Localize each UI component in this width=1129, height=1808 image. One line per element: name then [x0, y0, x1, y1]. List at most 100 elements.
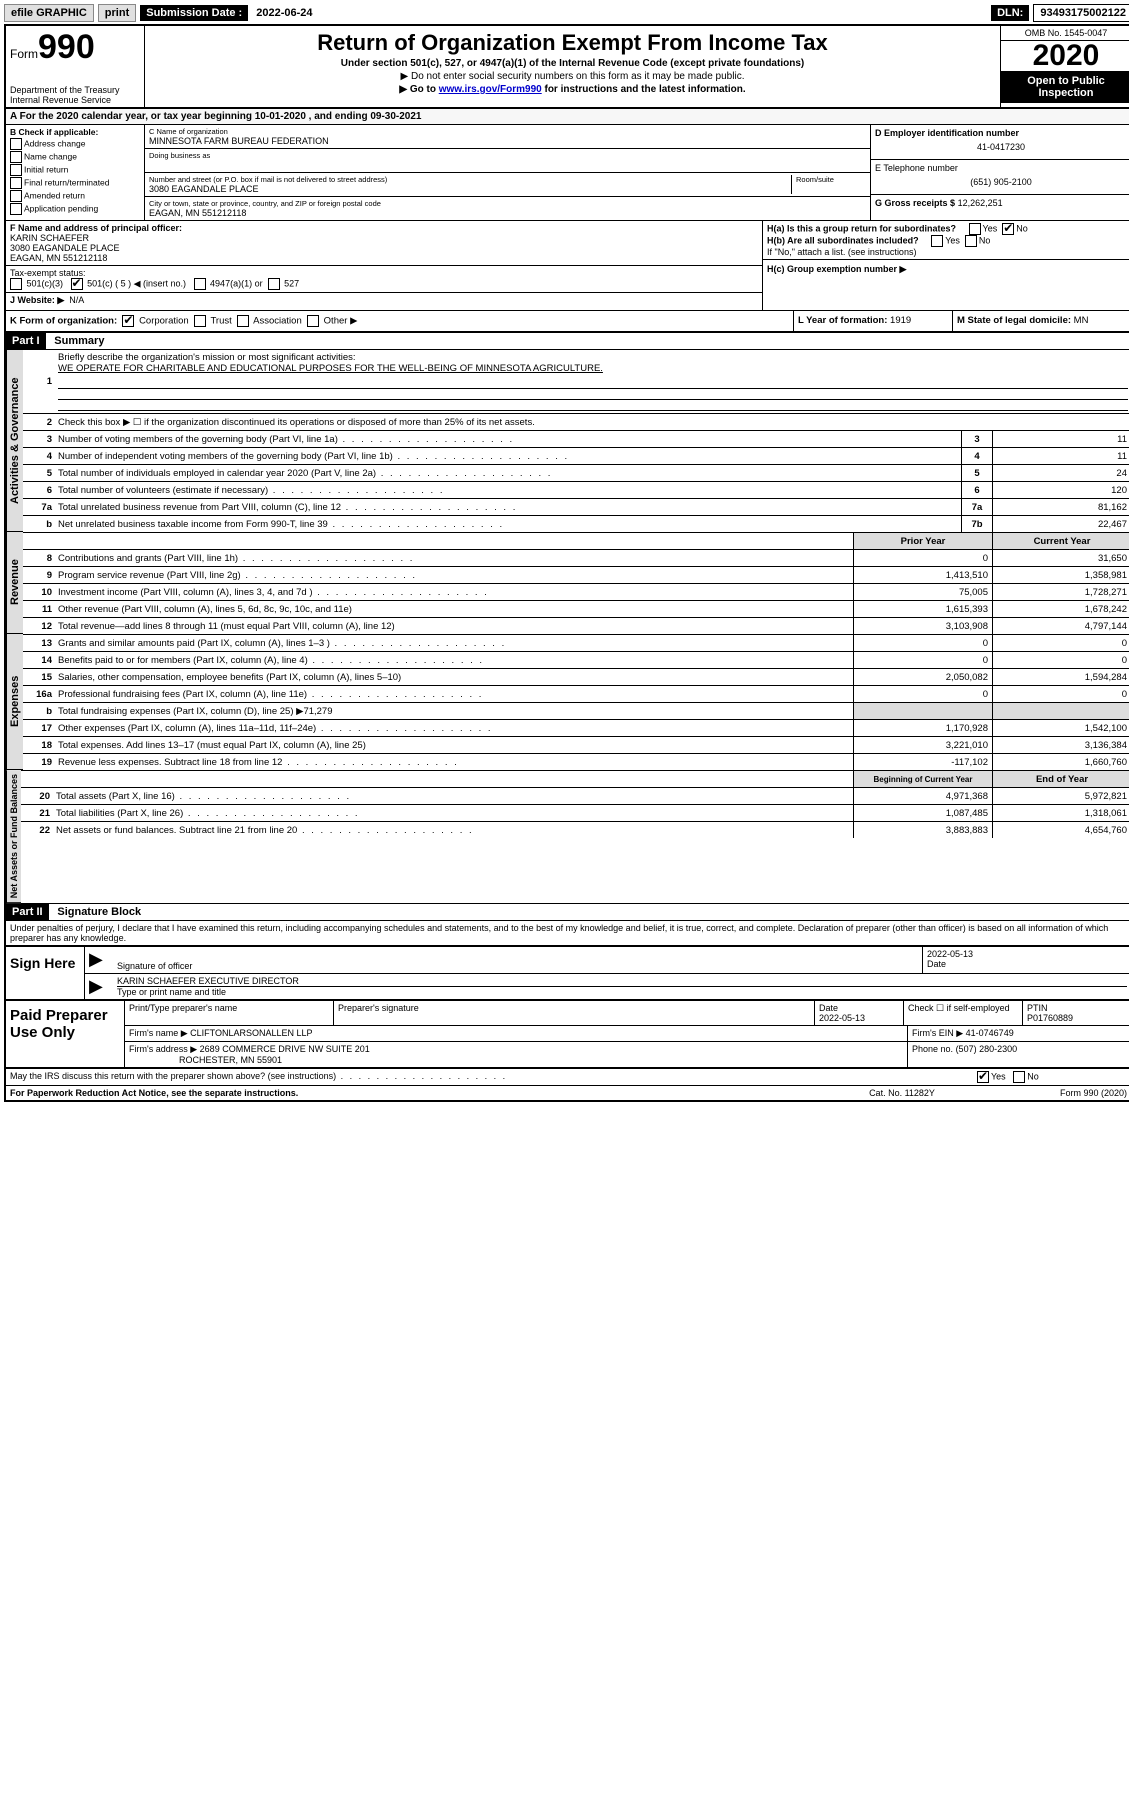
chk-final-return[interactable]: Final return/terminated	[10, 177, 140, 189]
line-4-val: 11	[992, 448, 1129, 464]
chk-ha-no[interactable]	[1002, 223, 1014, 235]
chk-discuss-no[interactable]	[1013, 1071, 1025, 1083]
chk-hb-no[interactable]	[965, 235, 977, 247]
lbl-no2: No	[979, 235, 991, 245]
line-16a-desc: Professional fundraising fees (Part IX, …	[55, 687, 853, 702]
lbl-527: 527	[284, 278, 299, 288]
line-19-prior: -117,102	[853, 754, 992, 770]
org-name: MINNESOTA FARM BUREAU FEDERATION	[149, 136, 866, 146]
line-21-end: 1,318,061	[992, 805, 1129, 821]
line-10-curr: 1,728,271	[992, 584, 1129, 600]
chk-address-change[interactable]: Address change	[10, 138, 140, 150]
line-9-desc: Program service revenue (Part VIII, line…	[55, 568, 853, 583]
line-15-curr: 1,594,284	[992, 669, 1129, 685]
box-b-title: B Check if applicable:	[10, 127, 140, 137]
chk-4947[interactable]	[194, 278, 206, 290]
firm-addr2: ROCHESTER, MN 55901	[179, 1055, 282, 1065]
line-8-desc: Contributions and grants (Part VIII, lin…	[55, 551, 853, 566]
officer-addr1: 3080 EAGANDALE PLACE	[10, 243, 758, 253]
line-10-desc: Investment income (Part VIII, column (A)…	[55, 585, 853, 600]
line-12-desc: Total revenue—add lines 8 through 11 (mu…	[55, 619, 853, 634]
chk-501c3[interactable]	[10, 278, 22, 290]
tax-year: 2020	[1001, 41, 1129, 71]
irs-link[interactable]: www.irs.gov/Form990	[439, 84, 542, 95]
period-begin: 10-01-2020	[255, 111, 306, 122]
preparer-name-label: Print/Type preparer's name	[125, 1001, 334, 1025]
chk-527[interactable]	[268, 278, 280, 290]
chk-hb-yes[interactable]	[931, 235, 943, 247]
form-990: Form990 Department of the Treasury Inter…	[4, 24, 1129, 1102]
discuss-row: May the IRS discuss this return with the…	[6, 1069, 1129, 1085]
line-21-begin: 1,087,485	[853, 805, 992, 821]
efile-button[interactable]: efile GRAPHIC	[4, 4, 94, 22]
line-20-desc: Total assets (Part X, line 16)	[53, 789, 853, 804]
expenses-label: Expenses	[6, 634, 23, 770]
line-18-curr: 3,136,384	[992, 737, 1129, 753]
inspection-line-2: Inspection	[1003, 87, 1129, 99]
firm-ein-label: Firm's EIN ▶	[912, 1028, 963, 1038]
line-18-prior: 3,221,010	[853, 737, 992, 753]
form-header: Form990 Department of the Treasury Inter…	[6, 26, 1129, 109]
submission-date-label: Submission Date :	[140, 5, 248, 21]
phone-label: E Telephone number	[875, 163, 1127, 173]
hdr-end-year: End of Year	[992, 771, 1129, 787]
name-title-label: Type or print name and title	[117, 986, 1127, 997]
period-end: 09-30-2021	[370, 111, 421, 122]
form-prefix: Form	[10, 47, 38, 61]
chk-amended-return[interactable]: Amended return	[10, 190, 140, 202]
part-1-num: Part I	[6, 333, 46, 349]
gross-receipts-value: 12,262,251	[958, 198, 1003, 208]
instruction-line-2a: ▶ Go to	[399, 84, 438, 95]
chk-ha-yes[interactable]	[969, 223, 981, 235]
officer-label: F Name and address of principal officer:	[10, 223, 182, 233]
chk-initial-return[interactable]: Initial return	[10, 164, 140, 176]
sig-officer-label: Signature of officer	[117, 961, 192, 971]
line-6-val: 120	[992, 482, 1129, 498]
mission-statement: WE OPERATE FOR CHARITABLE AND EDUCATIONA…	[58, 363, 603, 374]
part-2-title: Signature Block	[51, 906, 141, 918]
website-label: J Website: ▶	[10, 295, 64, 305]
part-2-header: Part II Signature Block	[6, 903, 1129, 921]
org-address: 3080 EAGANDALE PLACE	[149, 184, 791, 194]
line-16a-curr: 0	[992, 686, 1129, 702]
print-button[interactable]: print	[98, 4, 136, 22]
chk-corp[interactable]	[122, 315, 134, 327]
prep-date-label: Date	[819, 1003, 838, 1013]
form-number: 990	[38, 28, 95, 66]
line-8-prior: 0	[853, 550, 992, 566]
firm-name-label: Firm's name ▶	[129, 1028, 188, 1038]
hdr-current-year: Current Year	[992, 533, 1129, 549]
paid-preparer-label: Paid Preparer Use Only	[6, 1001, 125, 1067]
self-employed-check[interactable]: Check ☐ if self-employed	[904, 1001, 1023, 1025]
line-17-curr: 1,542,100	[992, 720, 1129, 736]
line-21-desc: Total liabilities (Part X, line 26)	[53, 806, 853, 821]
lbl-4947: 4947(a)(1) or	[210, 278, 263, 288]
firm-phone-label: Phone no.	[912, 1044, 953, 1054]
line-9-prior: 1,413,510	[853, 567, 992, 583]
sig-date: 2022-05-13	[927, 949, 1127, 959]
part-1-title: Summary	[48, 335, 104, 347]
org-city: EAGAN, MN 551212118	[149, 208, 866, 218]
line-8-curr: 31,650	[992, 550, 1129, 566]
addr-label: Number and street (or P.O. box if mail i…	[149, 175, 791, 184]
line-17-desc: Other expenses (Part IX, column (A), lin…	[55, 721, 853, 736]
part-1-header: Part I Summary	[6, 333, 1129, 350]
chk-trust[interactable]	[194, 315, 206, 327]
chk-application-pending[interactable]: Application pending	[10, 203, 140, 215]
state-domicile: MN	[1074, 315, 1089, 326]
ha-label: H(a) Is this a group return for subordin…	[767, 223, 956, 233]
chk-discuss-yes[interactable]	[977, 1071, 989, 1083]
line-3-desc: Number of voting members of the governin…	[55, 432, 961, 447]
chk-other[interactable]	[307, 315, 319, 327]
chk-assoc[interactable]	[237, 315, 249, 327]
prep-date: 2022-05-13	[819, 1013, 865, 1023]
net-assets-label: Net Assets or Fund Balances	[6, 770, 21, 903]
perjury-statement: Under penalties of perjury, I declare th…	[6, 921, 1129, 945]
line-16a-prior: 0	[853, 686, 992, 702]
chk-name-change[interactable]: Name change	[10, 151, 140, 163]
hb-note: If "No," attach a list. (see instruction…	[767, 247, 1127, 257]
officer-name: KARIN SCHAEFER	[10, 233, 758, 243]
governance-label: Activities & Governance	[6, 350, 23, 532]
chk-501c[interactable]	[71, 278, 83, 290]
line-13-curr: 0	[992, 635, 1129, 651]
